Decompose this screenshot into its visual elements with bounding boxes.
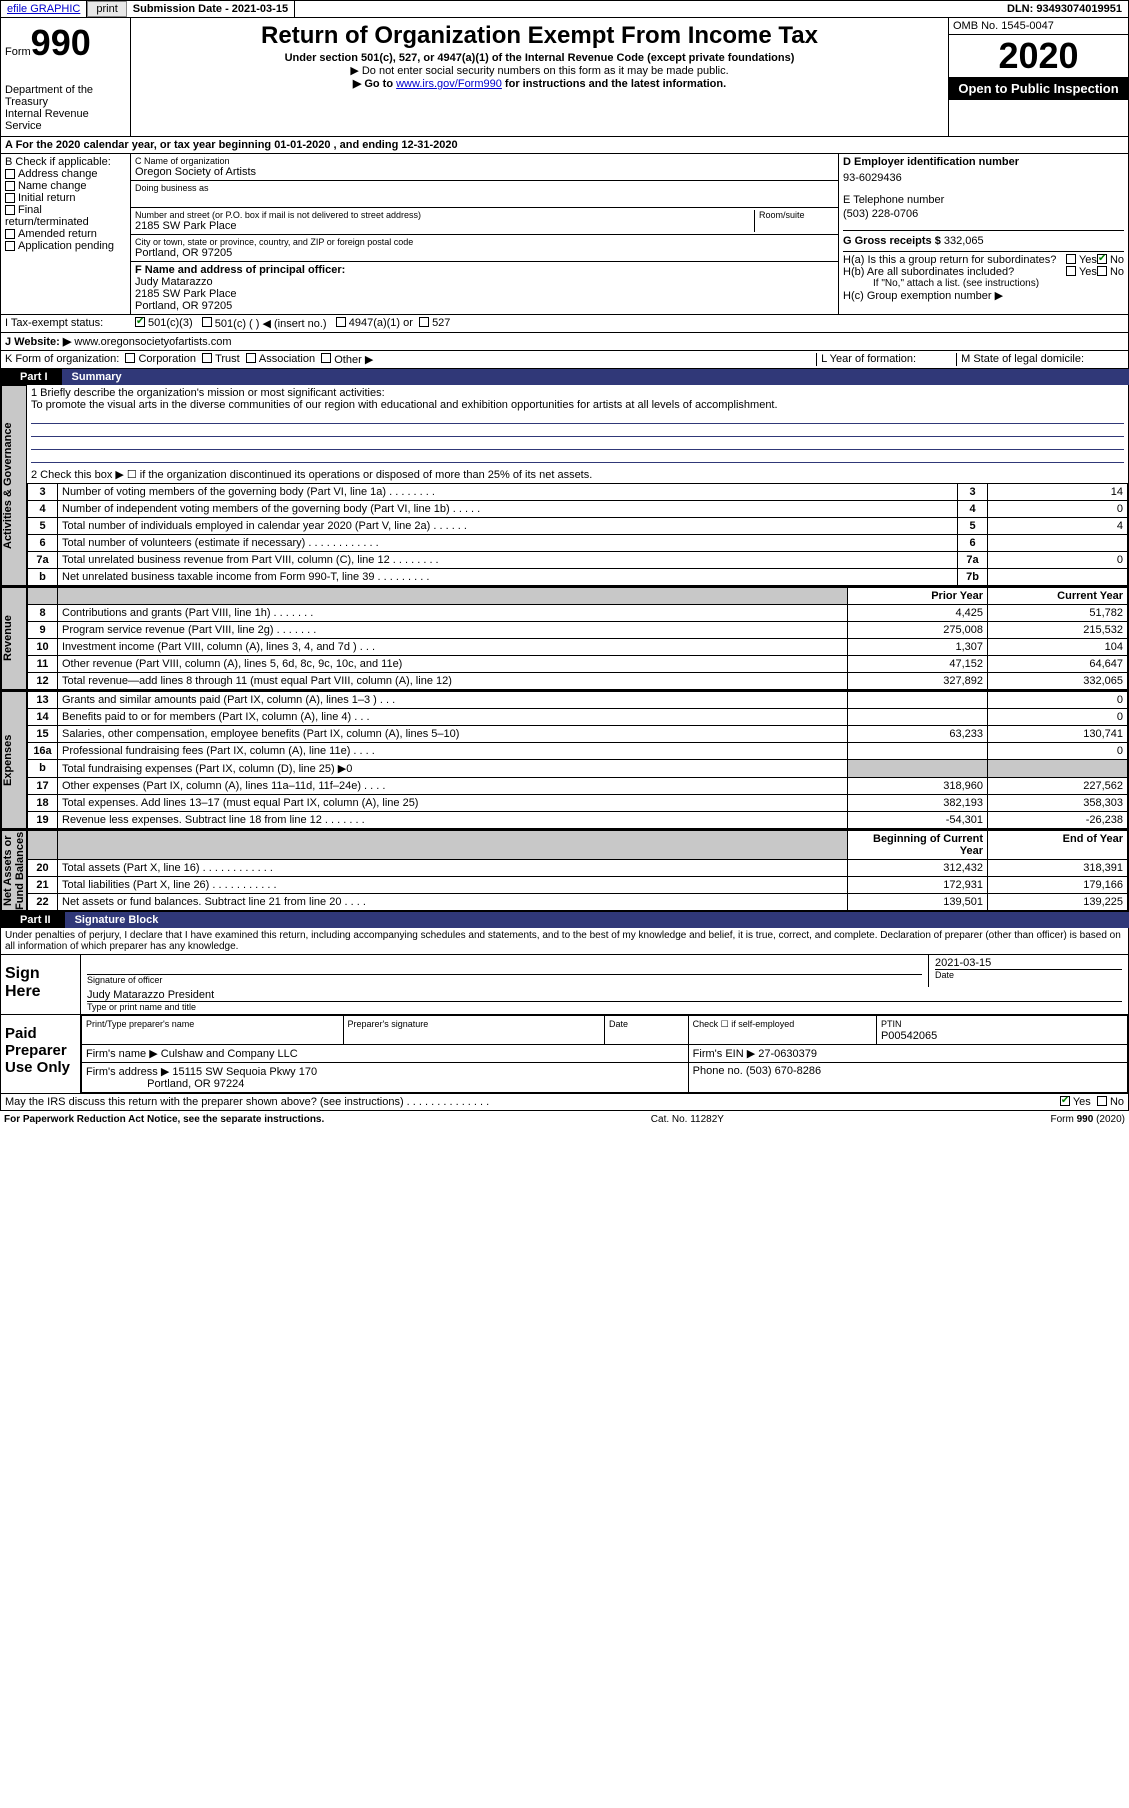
status-501c3[interactable] <box>135 317 145 327</box>
vlabel-expenses: Expenses <box>1 691 27 829</box>
summary-table-top: 3Number of voting members of the governi… <box>27 483 1128 586</box>
part2-header: Part II Signature Block <box>0 912 1129 928</box>
ha-no[interactable] <box>1097 254 1107 264</box>
footer: For Paperwork Reduction Act Notice, see … <box>0 1111 1129 1128</box>
row-i-tax-status: I Tax-exempt status: 501(c)(3) 501(c) ( … <box>0 315 1129 333</box>
street-address: 2185 SW Park Place <box>135 220 754 232</box>
checkbox-initial-return[interactable]: Initial return <box>5 192 126 204</box>
mission-text: To promote the visual arts in the divers… <box>31 399 1124 411</box>
checkbox-app-pending[interactable]: Application pending <box>5 240 126 252</box>
part1-header: Part I Summary <box>0 369 1129 385</box>
col-b-checkboxes: B Check if applicable: Address change Na… <box>1 154 131 314</box>
expenses-table: 13Grants and similar amounts paid (Part … <box>27 691 1128 829</box>
dept-text: Department of the Treasury Internal Reve… <box>5 84 126 132</box>
efile-link[interactable]: efile GRAPHIC <box>1 1 87 17</box>
k-corp[interactable] <box>125 353 135 363</box>
instructions-link-row: ▶ Go to www.irs.gov/Form990 for instruct… <box>141 77 938 90</box>
ein: 93-6029436 <box>843 172 1124 184</box>
header-fields-grid: B Check if applicable: Address change Na… <box>0 154 1129 315</box>
vlabel-activities: Activities & Governance <box>1 385 27 586</box>
revenue-table: Prior YearCurrent Year8Contributions and… <box>27 587 1128 690</box>
row-j-website: J Website: ▶ www.oregonsocietyofartists.… <box>0 333 1129 351</box>
discuss-yes[interactable] <box>1060 1096 1070 1106</box>
ha-yes[interactable] <box>1066 254 1076 264</box>
topbar: efile GRAPHIC print Submission Date - 20… <box>0 0 1129 18</box>
row-k-form-org: K Form of organization: Corporation Trus… <box>0 351 1129 369</box>
checkbox-name-change[interactable]: Name change <box>5 180 126 192</box>
firm-phone: (503) 670-8286 <box>746 1065 821 1077</box>
col-c-fields: C Name of organizationOregon Society of … <box>131 154 838 314</box>
discuss-row: May the IRS discuss this return with the… <box>0 1094 1129 1111</box>
officer-name-title: Judy Matarazzo President <box>87 989 1122 1002</box>
form-header: Form990 Department of the Treasury Inter… <box>0 18 1129 137</box>
title-block: Return of Organization Exempt From Incom… <box>131 18 948 136</box>
sig-date: 2021-03-15 <box>935 957 1122 970</box>
hb-no[interactable] <box>1097 266 1107 276</box>
print-button[interactable]: print <box>87 1 126 17</box>
firm-ein: 27-0630379 <box>758 1048 817 1060</box>
status-4947[interactable] <box>336 317 346 327</box>
phone: (503) 228-0706 <box>843 208 1124 220</box>
status-501c[interactable] <box>202 317 212 327</box>
row-a-tax-year: A For the 2020 calendar year, or tax yea… <box>0 137 1129 154</box>
tax-year: 2020 <box>949 35 1128 77</box>
net-assets-table: Beginning of Current YearEnd of Year20To… <box>27 830 1128 911</box>
k-trust[interactable] <box>202 353 212 363</box>
discuss-no[interactable] <box>1097 1096 1107 1106</box>
checkbox-amended[interactable]: Amended return <box>5 228 126 240</box>
checkbox-address-change[interactable]: Address change <box>5 168 126 180</box>
form-title: Return of Organization Exempt From Incom… <box>141 22 938 50</box>
checkbox-final-return[interactable]: Final return/terminated <box>5 204 126 228</box>
form-number-block: Form990 Department of the Treasury Inter… <box>1 18 131 136</box>
k-other[interactable] <box>321 353 331 363</box>
vlabel-net: Net Assets or Fund Balances <box>1 830 27 911</box>
paid-preparer-block: Paid Preparer Use Only Print/Type prepar… <box>0 1015 1129 1094</box>
omb-block: OMB No. 1545-0047 2020 Open to Public In… <box>948 18 1128 136</box>
sign-here-block: Sign Here Signature of officer 2021-03-1… <box>0 955 1129 1015</box>
vlabel-revenue: Revenue <box>1 587 27 690</box>
org-name: Oregon Society of Artists <box>135 166 834 178</box>
submission-date: Submission Date - 2021-03-15 <box>127 1 295 17</box>
firm-addr: 15115 SW Sequoia Pkwy 170 <box>172 1066 317 1078</box>
ptin: P00542065 <box>881 1030 937 1042</box>
firm-name: Culshaw and Company LLC <box>161 1048 298 1060</box>
instructions-link[interactable]: www.irs.gov/Form990 <box>396 78 502 90</box>
dln: DLN: 93493074019951 <box>1001 1 1128 17</box>
status-527[interactable] <box>419 317 429 327</box>
k-assoc[interactable] <box>246 353 256 363</box>
declaration-text: Under penalties of perjury, I declare th… <box>0 928 1129 955</box>
gross-receipts: 332,065 <box>944 235 984 247</box>
form-ref: Form 990 (2020) <box>1051 1114 1126 1125</box>
officer-name: Judy Matarazzo <box>135 276 834 288</box>
hb-yes[interactable] <box>1066 266 1076 276</box>
col-d-fields: D Employer identification number 93-6029… <box>838 154 1128 314</box>
city-state-zip: Portland, OR 97205 <box>135 247 834 259</box>
